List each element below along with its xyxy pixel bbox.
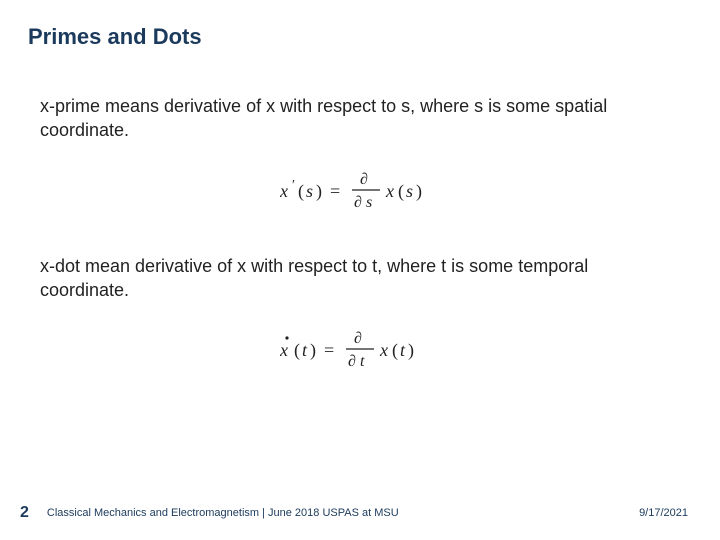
svg-text:): ) bbox=[408, 340, 414, 361]
svg-text:(: ( bbox=[294, 340, 300, 361]
svg-text:∂: ∂ bbox=[360, 171, 368, 188]
svg-text:x: x bbox=[280, 340, 288, 360]
svg-text:=: = bbox=[330, 181, 340, 201]
svg-text:∂: ∂ bbox=[354, 194, 362, 211]
svg-text:): ) bbox=[316, 181, 322, 202]
svg-text:s: s bbox=[306, 181, 313, 201]
footer: 2 Classical Mechanics and Electromagneti… bbox=[0, 504, 720, 522]
svg-text:): ) bbox=[310, 340, 316, 361]
svg-text:=: = bbox=[324, 340, 334, 360]
svg-text:∂: ∂ bbox=[354, 330, 362, 347]
slide: Primes and Dots x-prime means derivative… bbox=[0, 0, 720, 540]
page-number: 2 bbox=[20, 504, 29, 522]
svg-text:x: x bbox=[385, 181, 394, 201]
slide-title: Primes and Dots bbox=[28, 24, 692, 50]
equation-prime: x ′ ( s ) = ∂ ∂ s x ( s ) bbox=[28, 167, 692, 218]
equation-dot: x ( t ) = ∂ ∂ t x ( t ) bbox=[28, 326, 692, 377]
svg-text:t: t bbox=[302, 340, 308, 360]
svg-text:(: ( bbox=[298, 181, 304, 202]
svg-text:): ) bbox=[416, 181, 422, 202]
svg-text:′: ′ bbox=[292, 178, 295, 193]
svg-text:t: t bbox=[360, 353, 365, 370]
paragraph-prime: x-prime means derivative of x with respe… bbox=[40, 94, 668, 143]
svg-text:x: x bbox=[280, 181, 288, 201]
svg-text:s: s bbox=[366, 194, 372, 211]
svg-text:x: x bbox=[379, 340, 388, 360]
svg-text:t: t bbox=[400, 340, 406, 360]
paragraph-dot: x-dot mean derivative of x with respect … bbox=[40, 254, 668, 303]
svg-text:(: ( bbox=[398, 181, 404, 202]
svg-text:∂: ∂ bbox=[348, 353, 356, 370]
svg-text:s: s bbox=[406, 181, 413, 201]
svg-text:(: ( bbox=[392, 340, 398, 361]
footer-left-text: Classical Mechanics and Electromagnetism… bbox=[47, 507, 639, 519]
footer-date: 9/17/2021 bbox=[639, 507, 688, 519]
